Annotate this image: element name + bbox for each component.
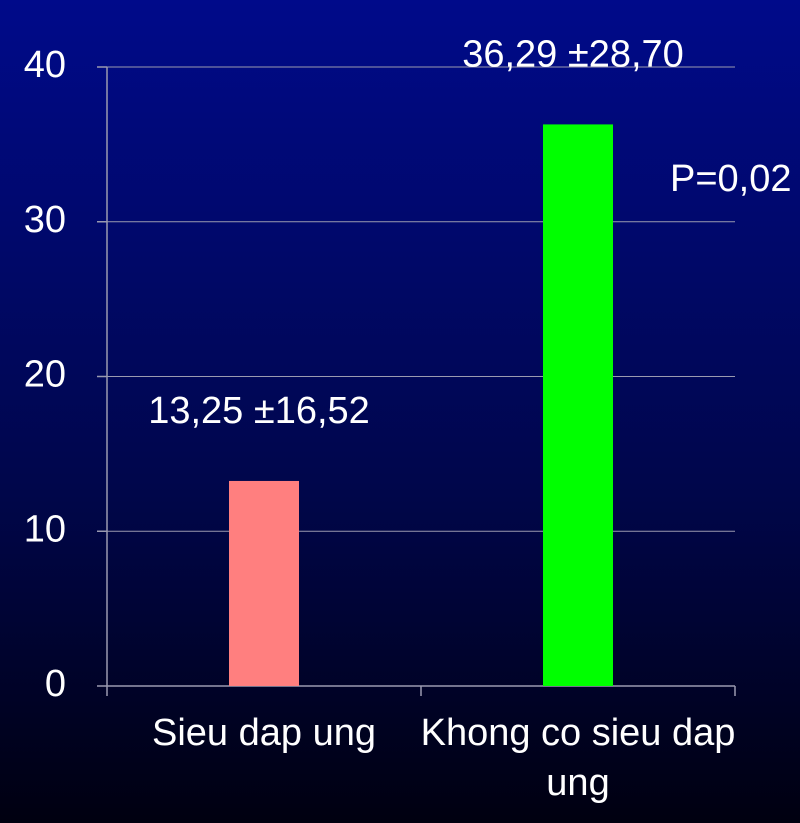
value-label: 36,29 ±28,70 <box>462 33 684 75</box>
x-tick-label: Khong co sieu dap ung <box>420 712 736 804</box>
value-label: 13,25 ±16,52 <box>148 390 370 432</box>
y-tick-label: 0 <box>45 663 66 705</box>
bar <box>543 124 613 687</box>
bar <box>229 480 299 686</box>
y-tick-label: 30 <box>24 199 66 241</box>
y-tick-label: 10 <box>24 508 66 550</box>
p-value-annotation: P=0,02 <box>670 158 792 200</box>
y-tick-label: 20 <box>24 354 66 396</box>
x-tick-label: Sieu dap ung <box>152 712 376 754</box>
y-tick-label: 40 <box>24 44 66 86</box>
